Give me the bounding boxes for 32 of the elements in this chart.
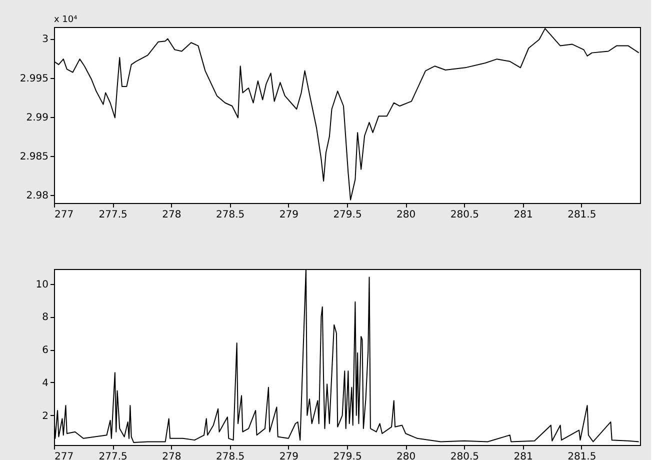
x-tick-label: 281.5 [568,210,596,220]
x-tick-label: 280.5 [450,210,480,220]
line-series [54,28,640,200]
x-tick-label: 281.5 [568,452,596,460]
y-tick-label: 2.98 [26,190,48,202]
x-tick-label: 279 [279,452,298,460]
y-tick-label: 6 [42,345,48,356]
x-tick-label: 279 [279,210,298,220]
y-tick-label: 10 [36,279,48,290]
y-tick-label: 8 [42,312,48,324]
x-tick-label: 278 [162,210,182,220]
x-tick-label: 277.5 [98,452,128,460]
y-tick-label: 2.995 [20,73,48,84]
y-tick-label: 3 [42,34,48,46]
x-tick-label: 278.5 [216,452,245,460]
x-tick-label: 280 [396,452,416,460]
y-tick-label: 4 [42,378,48,389]
x-tick-label: 279.5 [333,210,362,220]
text: x 10⁴ [54,15,78,25]
x-tick-label: 281 [514,452,533,460]
y-tick-label: 2.985 [20,152,48,163]
x-tick-label: 277 [54,210,74,220]
x-tick-label: 281 [514,210,533,220]
x-tick-label: 277.5 [98,210,128,220]
y-tick-label: 2.99 [26,112,48,124]
x-tick-label: 280.5 [450,452,480,460]
x-tick-label: 279.5 [333,452,362,460]
y-tick-label: 2 [42,410,48,422]
x-tick-label: 278 [162,452,182,460]
x-tick-label: 278.5 [216,210,245,220]
x-tick-label: 277 [54,452,74,460]
x-tick-label: 280 [396,210,416,220]
